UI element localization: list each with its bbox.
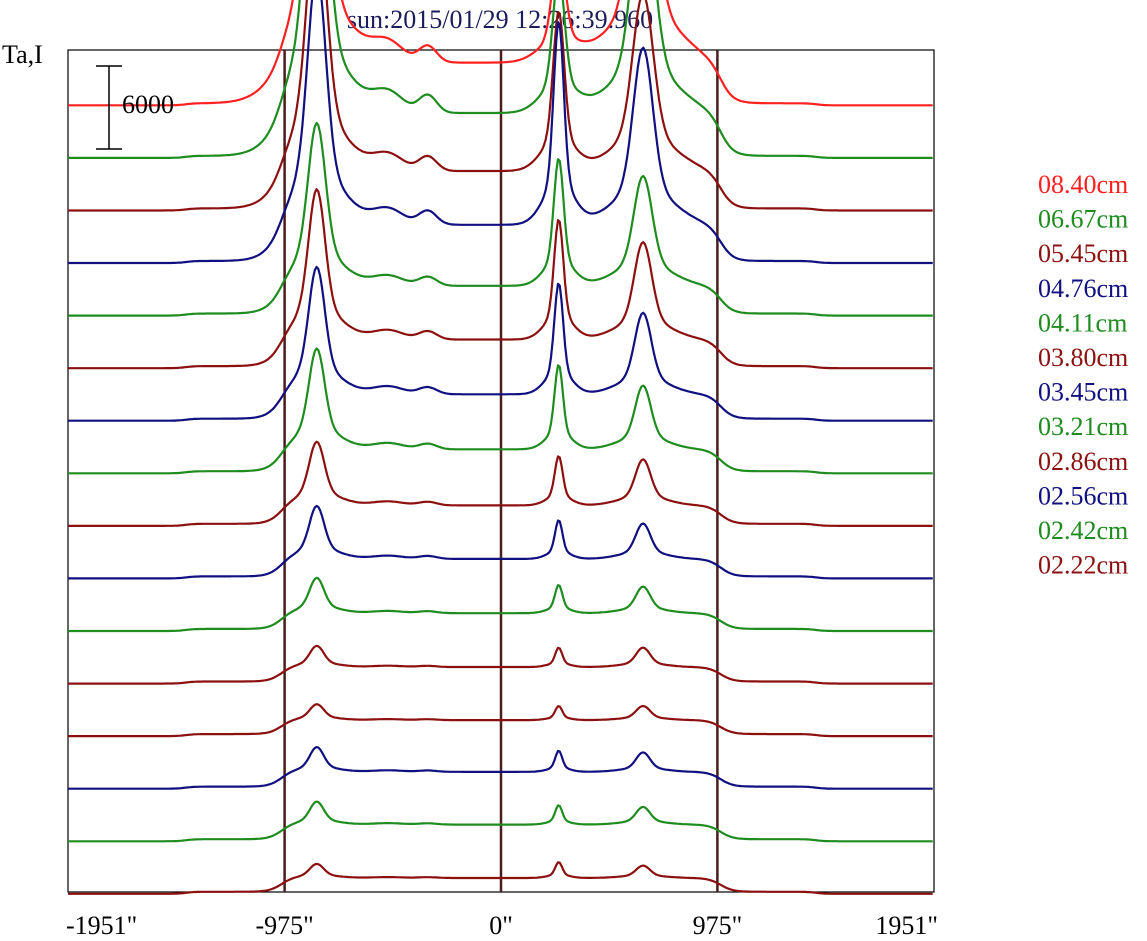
legend-item: 03.45cm — [1038, 378, 1128, 407]
x-axis-ticks: -1951" -975" 0" 975" 1951" — [66, 911, 938, 940]
trace-unlabeled-4 — [68, 861, 933, 895]
limb-marker-lines — [283, 50, 719, 892]
trace-unlabeled-3 — [68, 800, 933, 843]
legend-item: 08.40cm — [1038, 170, 1128, 199]
scale-bar: 6000 — [96, 65, 174, 150]
trace-02-86cm — [68, 440, 933, 527]
y-axis-label: Ta,I — [2, 40, 43, 69]
trace-unlabeled-2 — [68, 746, 933, 790]
legend: 08.40cm 06.67cm 05.45cm 04.76cm 04.11cm 03.80… — [1038, 170, 1128, 580]
legend-item: 02.22cm — [1038, 551, 1128, 580]
legend-item: 03.80cm — [1038, 343, 1128, 372]
trace-04-11cm — [68, 121, 933, 317]
trace-02-42cm — [68, 576, 933, 633]
scale-bar-label: 6000 — [122, 90, 174, 119]
profile-traces — [68, 0, 933, 895]
trace-06-67cm — [68, 0, 933, 159]
x-tick-label: 1951" — [875, 911, 938, 940]
trace-05-45cm — [68, 0, 933, 212]
trace-02-56cm — [68, 504, 933, 580]
x-tick-label: 975" — [693, 911, 743, 940]
legend-item: 02.42cm — [1038, 516, 1128, 545]
trace-08-40cm — [68, 0, 933, 107]
trace-04-76cm — [68, 0, 933, 265]
legend-item: 02.86cm — [1038, 447, 1128, 476]
trace-unlabeled-1 — [68, 703, 933, 738]
trace-02-22cm — [68, 644, 933, 685]
x-tick-label: -1951" — [66, 911, 137, 940]
trace-03-80cm — [68, 188, 933, 370]
chart-title: sun:2015/01/29 12:26:39.960 — [347, 5, 653, 34]
legend-item: 04.76cm — [1038, 274, 1128, 303]
x-tick-label: 0" — [489, 911, 513, 940]
legend-item: 02.56cm — [1038, 481, 1128, 510]
trace-03-21cm — [68, 347, 933, 475]
legend-item: 06.67cm — [1038, 205, 1128, 234]
x-tick-label: -975" — [255, 911, 313, 940]
trace-03-45cm — [68, 265, 933, 422]
legend-item: 04.11cm — [1038, 308, 1127, 337]
legend-item: 03.21cm — [1038, 412, 1128, 441]
legend-item: 05.45cm — [1038, 239, 1128, 268]
